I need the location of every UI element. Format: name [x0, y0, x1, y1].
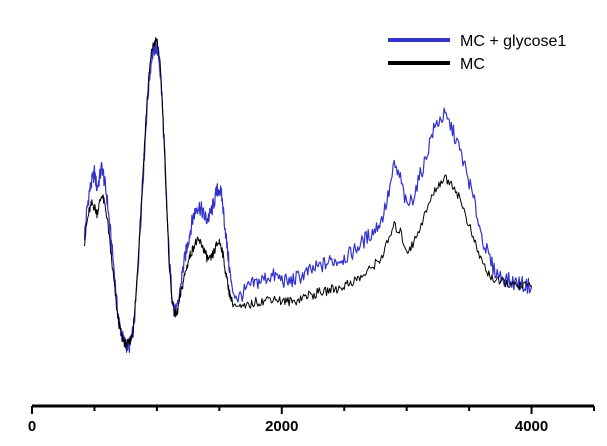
- legend-label-mc: MC: [460, 56, 485, 73]
- x-axis: 0 2000 4000: [28, 404, 595, 435]
- x-tick-label: 0: [28, 418, 36, 435]
- x-tick-label: 2000: [265, 418, 298, 435]
- legend-label-mc-glycose1: MC + glycose1: [460, 33, 566, 50]
- series-line-mc-glycose1: [83, 40, 533, 353]
- series-layer: [83, 37, 533, 353]
- x-tick-label: 4000: [515, 418, 548, 435]
- series-line-mc: [84, 37, 532, 350]
- legend: MC + glycose1 MC: [388, 33, 566, 73]
